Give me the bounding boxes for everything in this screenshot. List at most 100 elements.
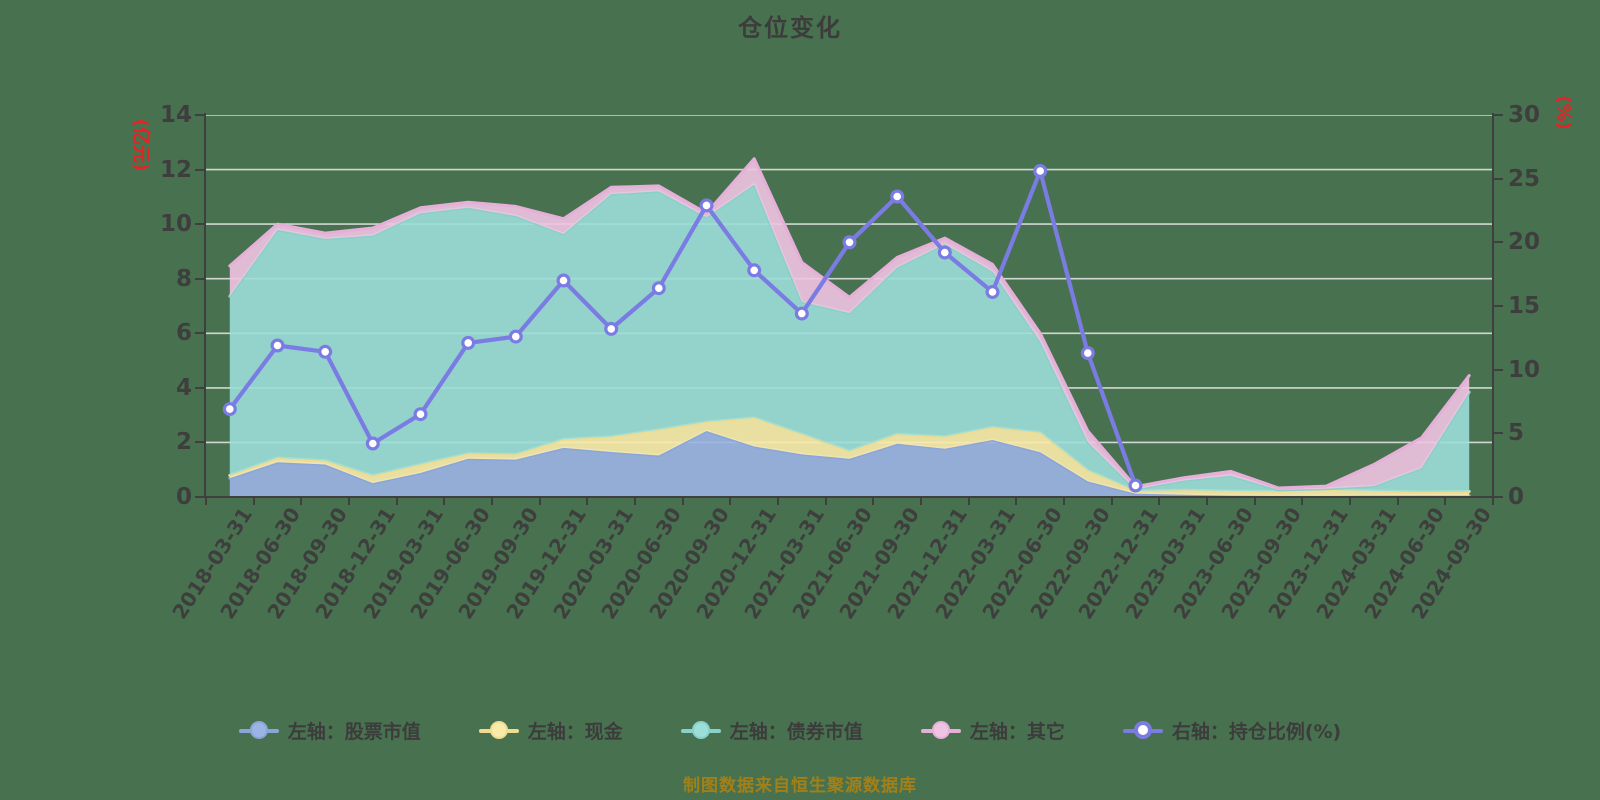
- x-axis-tick: [1063, 498, 1065, 505]
- area-edge-other: [228, 157, 1471, 490]
- x-axis-line: [204, 496, 1494, 498]
- left-axis-tick: [195, 223, 204, 226]
- left-axis-tick-label: 4: [175, 374, 192, 401]
- right-axis-tick: [1494, 241, 1503, 244]
- left-axis-tick: [195, 496, 204, 498]
- x-axis-tick: [824, 498, 827, 505]
- legend-dot-icon: [249, 721, 268, 739]
- x-axis-tick: [395, 498, 398, 505]
- x-axis-tick: [205, 498, 207, 505]
- left-axis-tick: [195, 114, 204, 116]
- legend-marker-icon: [1122, 721, 1163, 739]
- right-axis-tick: [1494, 305, 1503, 307]
- ratio-point: [318, 344, 333, 359]
- legend-dot-icon: [931, 721, 950, 739]
- left-axis-tick-label: 10: [159, 211, 192, 238]
- plot-area: [206, 115, 1493, 498]
- legend-item-stock[interactable]: 左轴：股票市值: [238, 717, 421, 744]
- left-axis-tick: [195, 332, 204, 335]
- legend-marker-icon: [238, 721, 279, 739]
- area-stock: [229, 431, 1470, 497]
- left-axis-tick-label: 8: [175, 265, 192, 292]
- legend-marker-icon: [680, 721, 721, 739]
- ratio-point: [365, 436, 380, 451]
- area-cash: [229, 417, 1470, 496]
- area-bond: [229, 184, 1470, 493]
- x-axis-tick: [920, 498, 922, 505]
- ratio-point: [842, 235, 857, 250]
- right-axis-tick-label: 25: [1508, 165, 1541, 192]
- legend-label: 右轴：持仓比例(%): [1171, 720, 1342, 743]
- ratio-point: [270, 338, 285, 353]
- x-axis-tick: [1015, 498, 1018, 505]
- ratio-point: [508, 329, 523, 344]
- ratio-point: [651, 281, 666, 296]
- legend-item-bond[interactable]: 左轴：债券市值: [680, 717, 863, 744]
- legend-dot-icon: [691, 721, 710, 739]
- legend-item-cash[interactable]: 左轴：现金: [478, 717, 623, 744]
- legend-marker-icon: [478, 721, 519, 739]
- ratio-line: [227, 168, 1138, 488]
- legend-label: 左轴：债券市值: [729, 720, 863, 743]
- x-axis-tick: [348, 498, 350, 505]
- ratio-point: [937, 245, 952, 260]
- right-axis-tick-label: 10: [1508, 356, 1541, 383]
- left-axis-tick: [195, 386, 204, 389]
- right-axis-tick: [1494, 432, 1503, 435]
- data-source-note: 制图数据来自恒生聚源数据库: [683, 776, 917, 796]
- x-axis-tick: [586, 498, 589, 505]
- left-axis-tick-label: 14: [159, 102, 192, 128]
- x-axis-tick: [729, 498, 732, 505]
- legend: 左轴：股票市值 左轴：现金 左轴：债券市值 左轴：其它 右轴：持仓比例(%): [0, 712, 1580, 748]
- x-axis-tick: [538, 498, 541, 505]
- right-axis-tick: [1494, 496, 1503, 498]
- legend-label: 左轴：其它: [969, 720, 1065, 743]
- ratio-point: [985, 285, 1000, 300]
- x-axis-tick: [1253, 498, 1256, 505]
- x-axis-tick: [443, 498, 446, 505]
- x-axis-tick: [967, 498, 970, 505]
- left-axis-tick: [195, 277, 204, 280]
- ratio-point: [1128, 478, 1143, 493]
- legend-label: 左轴：股票市值: [287, 720, 421, 743]
- x-axis-tick: [681, 498, 684, 505]
- x-axis-tick: [491, 498, 493, 505]
- ratio-point: [1033, 163, 1048, 178]
- legend-label: 左轴：现金: [527, 720, 623, 743]
- x-axis-tick: [872, 498, 875, 505]
- ratio-point: [604, 321, 619, 336]
- legend-dot-icon: [489, 721, 508, 739]
- ratio-point: [413, 407, 428, 422]
- ratio-point: [556, 273, 571, 288]
- x-axis-tick: [1206, 498, 1208, 505]
- right-axis-line: [1492, 113, 1494, 498]
- left-axis-tick-label: 12: [159, 156, 192, 183]
- right-axis-tick-label: 5: [1508, 420, 1525, 447]
- x-axis-tick: [1492, 498, 1494, 505]
- legend-dot-icon: [1133, 721, 1152, 739]
- chart-title: 仓位变化: [738, 14, 842, 42]
- x-axis-tick: [300, 498, 303, 505]
- x-axis-tick: [777, 498, 779, 505]
- left-axis-tick-label: 6: [175, 320, 192, 347]
- ratio-point: [747, 263, 762, 278]
- ratio-point: [890, 189, 905, 204]
- left-axis-line: [204, 113, 206, 498]
- ratio-point: [461, 335, 476, 350]
- left-axis-tick: [195, 441, 204, 444]
- legend-item-ratio[interactable]: 右轴：持仓比例(%): [1122, 717, 1342, 744]
- ratio-point: [699, 198, 714, 213]
- legend-item-other[interactable]: 左轴：其它: [920, 717, 1065, 744]
- right-axis-tick-label: 15: [1508, 293, 1541, 319]
- right-axis-tick-label: 0: [1508, 484, 1525, 510]
- x-axis-tick: [1301, 498, 1304, 505]
- x-axis-tick: [1349, 498, 1351, 505]
- legend-marker-icon: [920, 721, 961, 739]
- right-axis-tick-label: 20: [1508, 229, 1541, 256]
- x-axis-tick: [1444, 498, 1447, 505]
- ratio-point: [222, 402, 237, 417]
- right-axis-tick-label: 30: [1508, 102, 1541, 128]
- x-axis-tick: [1158, 498, 1161, 505]
- left-axis-tick-label: 2: [175, 429, 192, 456]
